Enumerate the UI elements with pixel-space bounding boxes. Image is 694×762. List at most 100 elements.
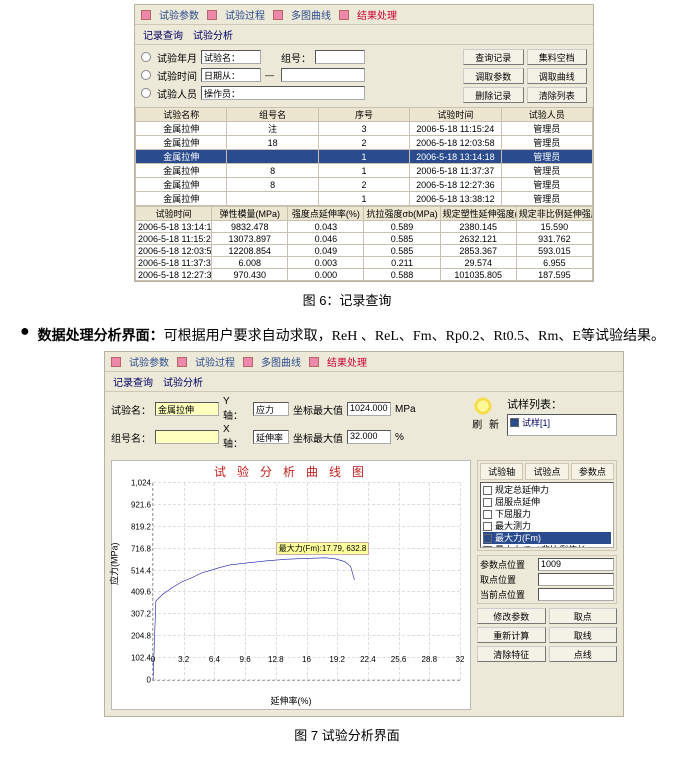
icon	[273, 10, 283, 20]
btn-query[interactable]: 查询记录	[463, 49, 524, 65]
inp-ymax[interactable]: 1024.000	[347, 402, 391, 416]
tab-multi[interactable]: 多图曲线	[291, 7, 331, 22]
checkbox-icon[interactable]	[483, 534, 492, 543]
col-header: 规定塑性延伸强度(σ)	[440, 207, 516, 221]
inp-groupname[interactable]	[155, 430, 219, 444]
btn-aggregate[interactable]: 集料空档	[527, 49, 588, 65]
checkbox-icon[interactable]	[483, 486, 492, 495]
param-item[interactable]: 规定总延伸力	[483, 484, 611, 496]
subtab-analysis[interactable]: 试验分析	[193, 27, 233, 42]
checkbox-icon[interactable]	[483, 546, 492, 549]
side-tabs: 试验轴 试验点 参数点	[480, 463, 614, 480]
inp-date-to[interactable]	[281, 68, 365, 82]
btn-delete[interactable]: 删除记录	[463, 87, 524, 103]
tab-params7[interactable]: 试验参数	[129, 354, 169, 369]
unit-y: MPa	[395, 404, 419, 415]
btn-get-curve[interactable]: 调取曲线	[527, 68, 588, 84]
side-tab-param[interactable]: 参数点	[571, 463, 614, 480]
btn-pick-line[interactable]: 取线	[549, 627, 618, 643]
inp-x[interactable]: 延伸率	[253, 430, 289, 444]
fig7-caption: 图 7 试验分析界面	[4, 725, 690, 744]
col-header: 试验名称	[136, 108, 227, 122]
table-row[interactable]: 2006-5-18 12:27:36970.4300.0000.58810103…	[136, 269, 593, 281]
col-header: 序号	[318, 108, 409, 122]
param-item[interactable]: 最大测力	[483, 520, 611, 532]
inp-cur[interactable]	[538, 588, 614, 601]
param-item[interactable]: 最大力(Fm)	[483, 532, 611, 544]
icon	[207, 10, 217, 20]
fig7-subtabs: 记录查询 试验分析	[105, 372, 623, 392]
bullet-section: ● 数据处理分析界面：可根据用户要求自动求取，ReH 、ReL、Fm、Rp0.2…	[20, 323, 690, 349]
btn-recalc[interactable]: 重新计算	[477, 627, 546, 643]
tab-result[interactable]: 结果处理	[357, 7, 397, 22]
inp-y[interactable]: 应力	[253, 402, 289, 416]
radio-name[interactable]	[141, 52, 151, 62]
y-tick: 307.2	[117, 610, 151, 619]
inp-xmax[interactable]: 32.000	[347, 430, 391, 444]
table-row[interactable]: 金属拉伸12006-5-18 13:38:12管理员	[136, 192, 593, 206]
checkbox-icon[interactable]	[510, 418, 519, 427]
tab-process[interactable]: 试验过程	[225, 7, 265, 22]
y-tick: 921.6	[117, 500, 151, 509]
col-header: 弹性模量(MPa)	[212, 207, 288, 221]
btn-pick-pt[interactable]: 取点	[549, 608, 618, 624]
side-tab-point[interactable]: 试验点	[525, 463, 568, 480]
checkbox-icon[interactable]	[483, 522, 492, 531]
sample-item[interactable]: 试样[1]	[522, 416, 550, 429]
max-force-annotation: 最大力(Fm):17.79, 632.8	[276, 542, 370, 555]
inp-testname[interactable]: 金属拉伸	[155, 402, 219, 416]
btn-get-params[interactable]: 调取参数	[463, 68, 524, 84]
inp-date-from[interactable]: 日期从：	[201, 68, 261, 82]
btn-mod-param[interactable]: 修改参数	[477, 608, 546, 624]
inp-user[interactable]: 操作员：	[201, 86, 365, 100]
param-item[interactable]: 下屈服力	[483, 508, 611, 520]
icon	[177, 357, 187, 367]
icon	[141, 10, 151, 20]
radio-time[interactable]	[141, 70, 151, 80]
subtab-record7[interactable]: 记录查询	[113, 374, 153, 389]
table-row[interactable]: 金属拉伸822006-5-18 12:27:36管理员	[136, 178, 593, 192]
fig7-window: 试验参数 试验过程 多图曲线 结果处理 记录查询 试验分析 试验名： 金属拉伸 …	[104, 351, 624, 717]
table-row[interactable]: 2006-5-18 11:15:2413073.8970.0460.585263…	[136, 233, 593, 245]
btn-refresh[interactable]: 刷 新	[469, 416, 503, 431]
inp-pick[interactable]	[538, 573, 614, 586]
table-row[interactable]: 金属拉伸注32006-5-18 11:15:24管理员	[136, 122, 593, 136]
y-tick: 716.8	[117, 544, 151, 553]
fig6-subtabs: 记录查询 试验分析	[135, 25, 593, 45]
inp-group[interactable]	[315, 50, 365, 64]
x-axis-label: 延伸率(%)	[112, 694, 470, 707]
table-row[interactable]: 金属拉伸1822006-5-18 12:03:58管理员	[136, 136, 593, 150]
y-tick: 409.6	[117, 588, 151, 597]
inp-name[interactable]: 试验名：	[201, 50, 261, 64]
table-row[interactable]: 金属拉伸12006-5-18 13:14:18管理员	[136, 150, 593, 164]
inp-pp[interactable]: 1009	[538, 558, 614, 571]
table-row[interactable]: 2006-5-18 11:37:376.0080.0030.21129.5746…	[136, 257, 593, 269]
table-row[interactable]: 2006-5-18 12:03:5812208.8540.0490.585285…	[136, 245, 593, 257]
tab-process7[interactable]: 试验过程	[195, 354, 235, 369]
btn-dotline[interactable]: 点线	[549, 646, 618, 662]
radio-user[interactable]	[141, 88, 151, 98]
tab-params[interactable]: 试验参数	[159, 7, 199, 22]
tab-result7[interactable]: 结果处理	[327, 354, 367, 369]
subtab-record[interactable]: 记录查询	[143, 27, 183, 42]
btn-clear-feat[interactable]: 清除特征	[477, 646, 546, 662]
subtab-analysis7[interactable]: 试验分析	[163, 374, 203, 389]
param-item[interactable]: 最大力(Fm)非比例伸长	[483, 544, 611, 548]
table-row[interactable]: 2006-5-18 13:14:189832.4780.0430.5892380…	[136, 221, 593, 233]
btn-clear[interactable]: 清除列表	[527, 87, 588, 103]
sample-list[interactable]: 试样[1]	[507, 414, 617, 436]
param-list[interactable]: 规定总延伸力屈服点延伸下屈服力最大测力最大力(Fm)最大力(Fm)非比例伸长最大…	[480, 482, 614, 548]
checkbox-icon[interactable]	[483, 510, 492, 519]
lbl-name: 试验年月	[157, 50, 197, 65]
col-header: 组号名	[227, 108, 318, 122]
lbl-ymax: 坐标最大值	[293, 402, 343, 417]
tab-multi7[interactable]: 多图曲线	[261, 354, 301, 369]
table-row[interactable]: 金属拉伸812006-5-18 11:37:37管理员	[136, 164, 593, 178]
checkbox-icon[interactable]	[483, 498, 492, 507]
unit-x: %	[395, 432, 419, 443]
param-item[interactable]: 屈服点延伸	[483, 496, 611, 508]
side-tab-axis[interactable]: 试验轴	[480, 463, 523, 480]
icon	[111, 357, 121, 367]
results-table[interactable]: 试验时间弹性模量(MPa)强度点延伸率(%)抗拉强度σb(MPa)规定塑性延伸强…	[135, 206, 593, 281]
records-table[interactable]: 试验名称组号名序号试验时间试验人员金属拉伸注32006-5-18 11:15:2…	[135, 107, 593, 206]
